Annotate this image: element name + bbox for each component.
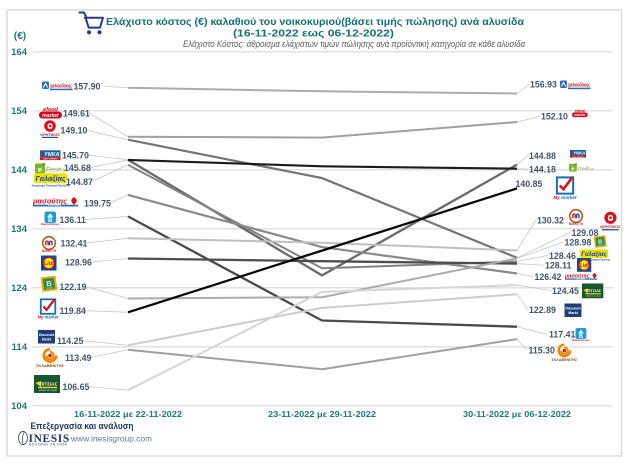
svg-text:128.11: 128.11 <box>545 261 572 271</box>
svg-text:106.65: 106.65 <box>63 382 90 392</box>
svg-text:114: 114 <box>12 342 28 353</box>
svg-text:(16-11-2022 εως 06-12-2022): (16-11-2022 εως 06-12-2022) <box>233 29 394 40</box>
svg-text:139.75: 139.75 <box>84 198 111 208</box>
svg-text:154: 154 <box>11 106 28 117</box>
svg-text:122.89: 122.89 <box>529 305 556 315</box>
svg-text:(€): (€) <box>14 31 26 42</box>
svg-text:144.87: 144.87 <box>66 177 93 187</box>
svg-text:115.30: 115.30 <box>529 345 556 355</box>
svg-text:149.61: 149.61 <box>63 108 90 118</box>
svg-text:145.70: 145.70 <box>62 150 89 160</box>
svg-text:156.93: 156.93 <box>530 80 557 90</box>
svg-text:128.98: 128.98 <box>565 237 592 247</box>
svg-text:128.46: 128.46 <box>549 251 576 261</box>
svg-text:129.08: 129.08 <box>572 228 599 238</box>
svg-text:144.18: 144.18 <box>529 164 556 174</box>
svg-text:157.90: 157.90 <box>74 82 101 92</box>
svg-text:Ελάχιστο Κόστος: άθροισμα ελάχ: Ελάχιστο Κόστος: άθροισμα ελάχιστων τιμώ… <box>183 39 526 49</box>
svg-text:16-11-2022 με 22-11-2022: 16-11-2022 με 22-11-2022 <box>74 409 182 419</box>
svg-text:136.11: 136.11 <box>60 215 87 225</box>
svg-text:BUILDING ON DATA: BUILDING ON DATA <box>29 443 68 447</box>
svg-text:122.19: 122.19 <box>60 282 87 292</box>
svg-text:134: 134 <box>11 224 28 235</box>
svg-text:126.42: 126.42 <box>535 272 562 282</box>
svg-text:113.49: 113.49 <box>65 353 92 363</box>
svg-text:30-11-2022 με 06-12-2022: 30-11-2022 με 06-12-2022 <box>463 409 571 419</box>
svg-text:124.45: 124.45 <box>552 286 579 296</box>
svg-text:124: 124 <box>11 283 28 294</box>
svg-text:119.84: 119.84 <box>60 306 87 316</box>
svg-text:152.10: 152.10 <box>541 112 568 122</box>
svg-text:144: 144 <box>11 165 28 176</box>
svg-text:104: 104 <box>11 401 28 412</box>
svg-text:114.25: 114.25 <box>57 336 84 346</box>
svg-text:128.96: 128.96 <box>65 257 92 267</box>
svg-text:117.41: 117.41 <box>549 330 576 340</box>
svg-text:149.10: 149.10 <box>61 126 88 136</box>
svg-text:140.85: 140.85 <box>516 179 543 189</box>
svg-text:Επεξεργασία και ανάλυση: Επεξεργασία και ανάλυση <box>31 421 134 431</box>
svg-text:INESIS: INESIS <box>29 433 70 445</box>
svg-text:144.88: 144.88 <box>529 151 556 161</box>
svg-text:www.inesisgroup.com: www.inesisgroup.com <box>70 434 152 444</box>
svg-text:Ελάχιστο κόστος (€) καλαθιού τ: Ελάχιστο κόστος (€) καλαθιού του νοικοκυ… <box>106 17 525 28</box>
svg-text:164: 164 <box>11 47 28 58</box>
svg-text:130.32: 130.32 <box>537 215 564 225</box>
svg-text:23-11-2022 με 29-11-2022: 23-11-2022 με 29-11-2022 <box>268 409 376 419</box>
svg-text:132.41: 132.41 <box>61 238 88 248</box>
svg-text:145.68: 145.68 <box>64 163 91 173</box>
